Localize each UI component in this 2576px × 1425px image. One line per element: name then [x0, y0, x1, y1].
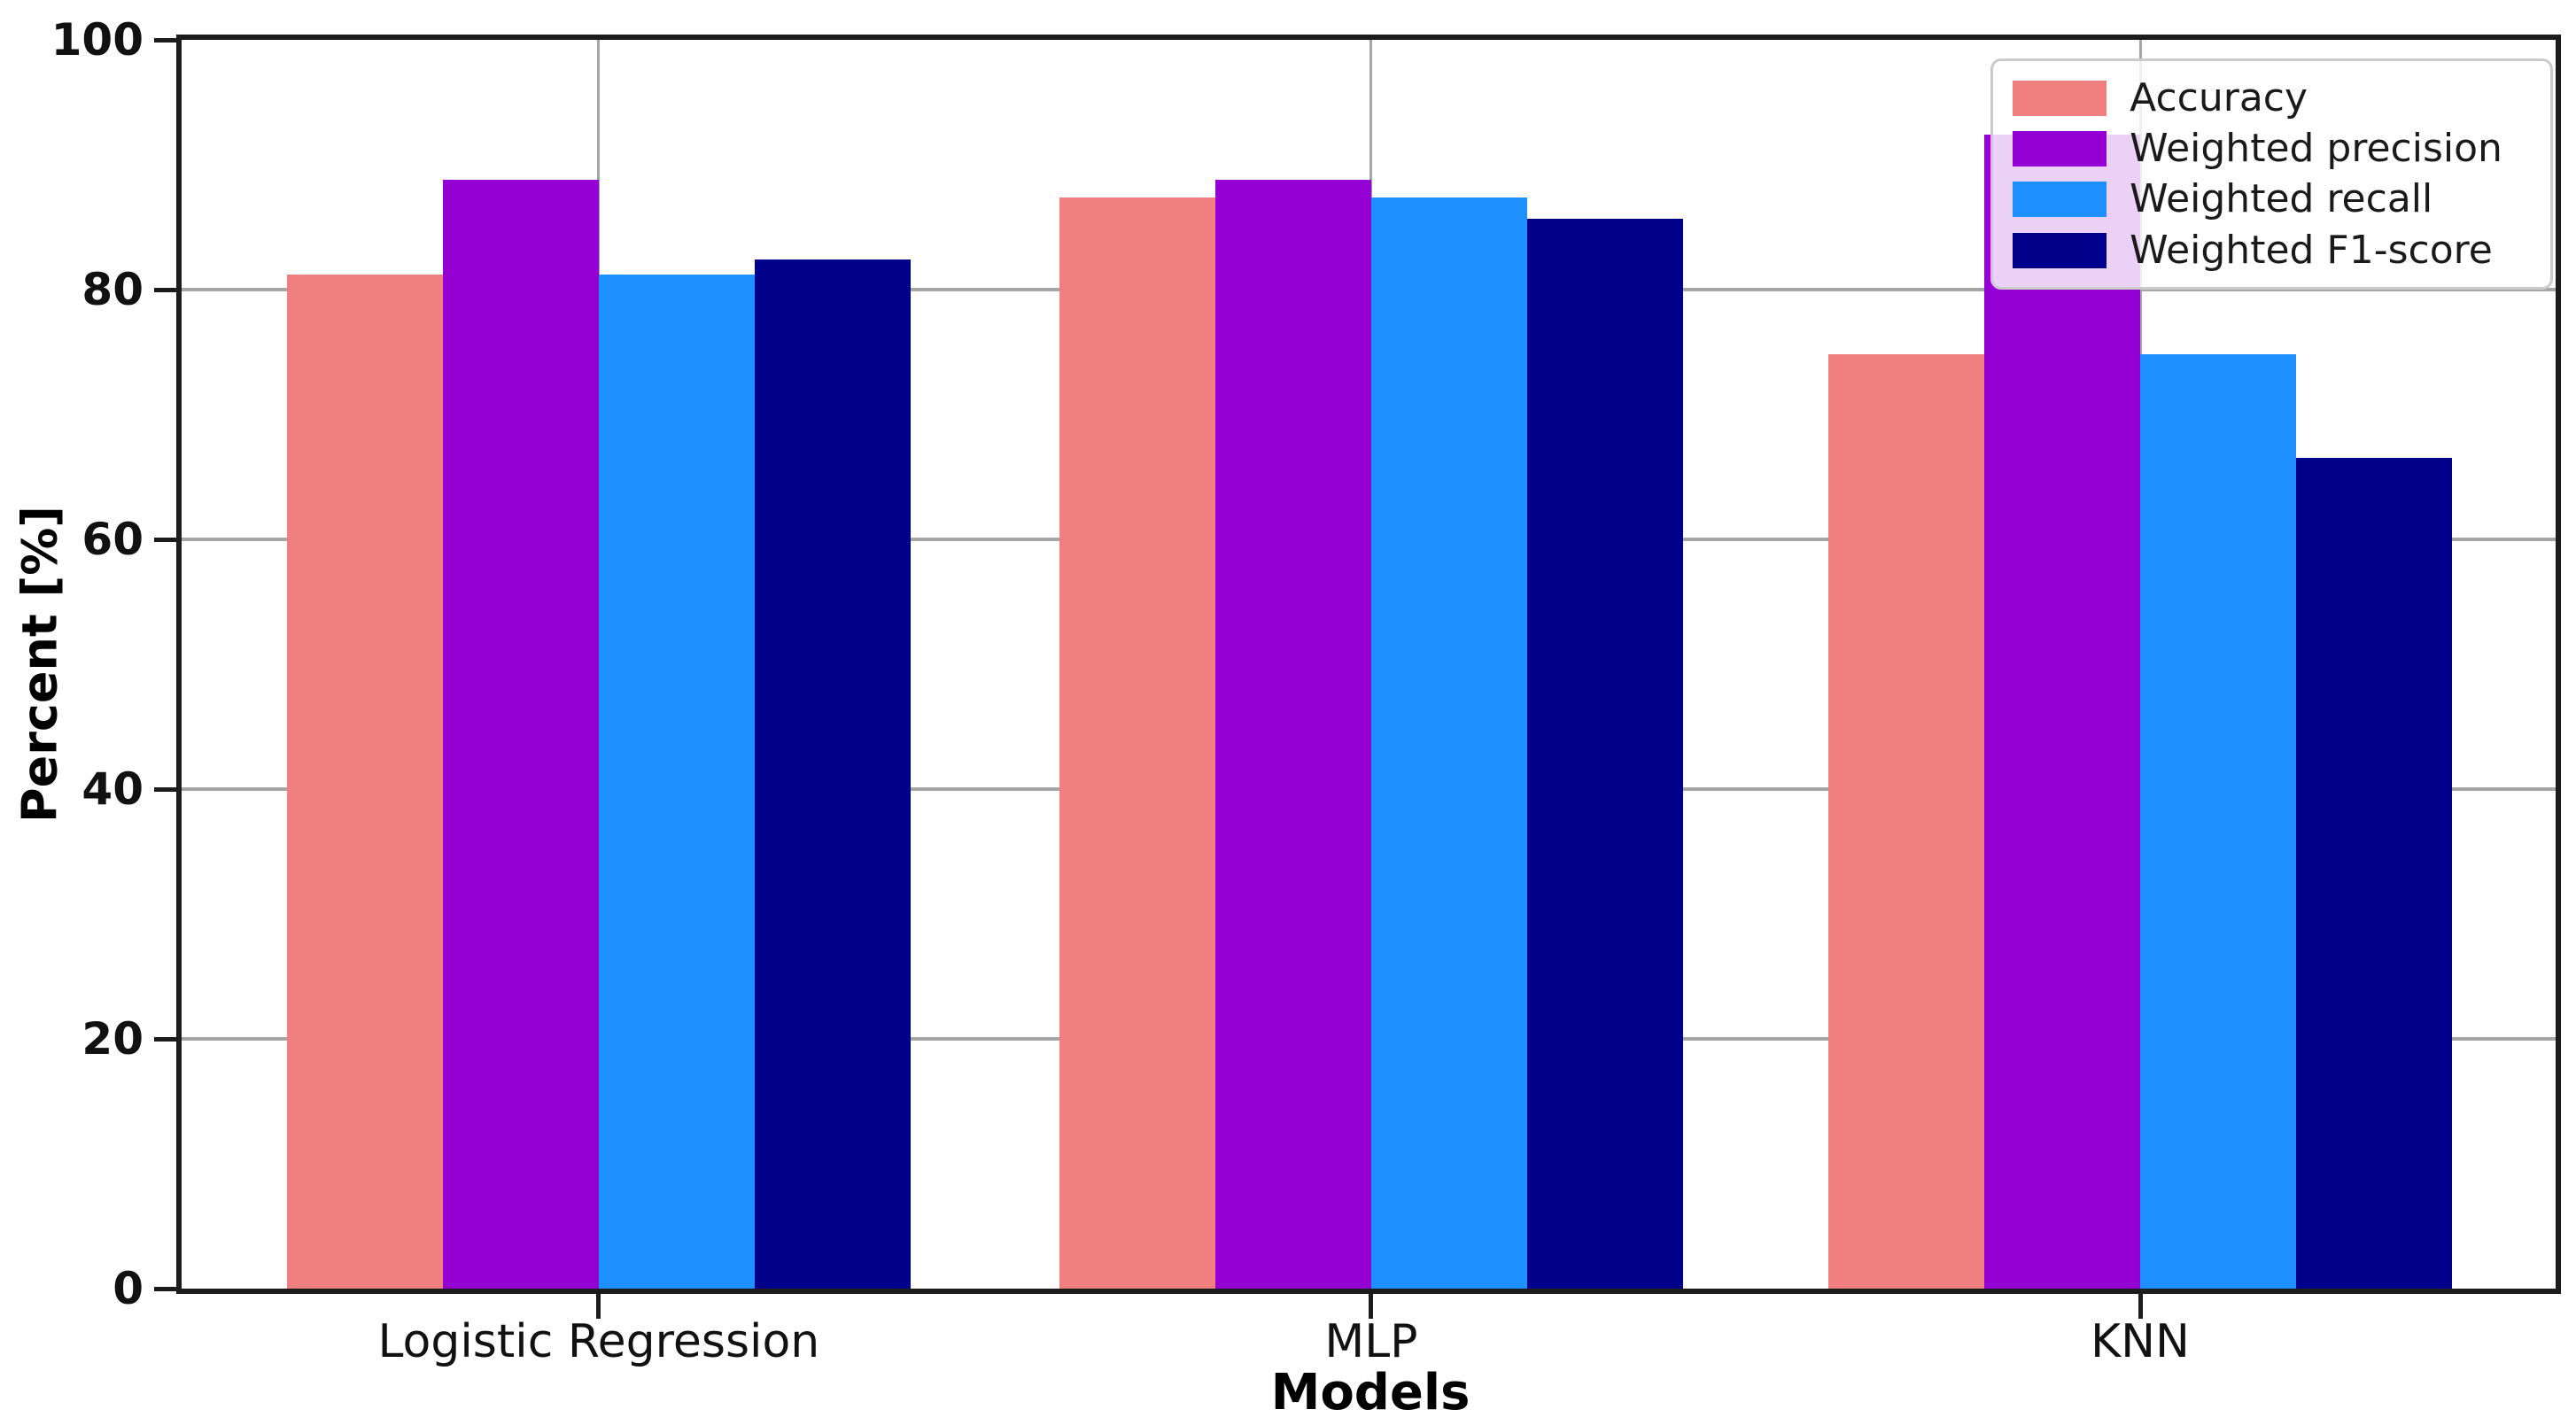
legend-item-weighted-precision: Weighted precision — [2013, 125, 2541, 171]
legend: Accuracy Weighted precision Weighted recal… — [1990, 58, 2554, 290]
y-tick-label-80: 80 — [81, 264, 144, 315]
legend-swatch-weighted-recall — [2013, 182, 2107, 218]
bar-weighted-precision-knn — [1983, 135, 2140, 1289]
legend-label-accuracy: Accuracy — [2130, 74, 2308, 120]
y-tick-label-60: 60 — [81, 514, 144, 565]
y-tick-label-40: 40 — [81, 763, 144, 815]
y-tick-mark-60 — [154, 537, 177, 542]
legend-item-accuracy: Accuracy — [2013, 74, 2541, 120]
bar-weighted-recall-logistic-regression — [598, 275, 755, 1289]
bar-weighted-precision-logistic-regression — [442, 179, 599, 1289]
bar-accuracy-knn — [1827, 354, 1984, 1289]
legend-item-weighted-recall: Weighted recall — [2013, 180, 2541, 219]
legend-item-weighted-f1-score: Weighted F1-score — [2013, 227, 2541, 273]
x-tick-mark-mlp — [1369, 1294, 1374, 1319]
y-tick-mark-80 — [154, 287, 177, 292]
x-tick-label-mlp: MLP — [1324, 1315, 1418, 1368]
legend-swatch-weighted-f1-score — [2013, 232, 2107, 268]
y-tick-label-100: 100 — [50, 14, 144, 66]
x-tick-mark-knn — [2138, 1294, 2143, 1319]
y-tick-label-0: 0 — [113, 1263, 144, 1314]
bar-weighted-f1-score-knn — [2296, 458, 2453, 1289]
bar-weighted-f1-score-mlp — [1527, 218, 1684, 1289]
bar-accuracy-mlp — [1059, 197, 1215, 1289]
legend-label-weighted-precision: Weighted precision — [2130, 125, 2502, 171]
x-tick-label-logistic-regression: Logistic Regression — [377, 1315, 820, 1368]
x-tick-mark-logistic-regression — [596, 1294, 601, 1319]
legend-swatch-accuracy — [2013, 80, 2107, 116]
y-axis-title: Percent [%] — [12, 506, 68, 823]
x-tick-label-knn: KNN — [2091, 1315, 2190, 1368]
y-tick-mark-0 — [154, 1286, 177, 1291]
bar-accuracy-logistic-regression — [286, 275, 443, 1289]
y-tick-mark-100 — [154, 37, 177, 43]
y-tick-label-20: 20 — [81, 1013, 144, 1065]
y-tick-mark-40 — [154, 786, 177, 792]
y-tick-mark-20 — [154, 1036, 177, 1042]
bar-weighted-precision-mlp — [1214, 179, 1371, 1289]
legend-swatch-weighted-precision — [2013, 130, 2107, 167]
bar-weighted-recall-mlp — [1370, 197, 1527, 1289]
legend-label-weighted-recall: Weighted recall — [2130, 176, 2433, 222]
plot-area: Accuracy Weighted precision Weighted recal… — [176, 35, 2561, 1294]
bar-weighted-f1-score-logistic-regression — [754, 259, 911, 1289]
bar-weighted-recall-knn — [2140, 354, 2297, 1289]
x-axis-title: Models — [1270, 1364, 1470, 1421]
legend-label-weighted-f1-score: Weighted F1-score — [2130, 227, 2493, 273]
